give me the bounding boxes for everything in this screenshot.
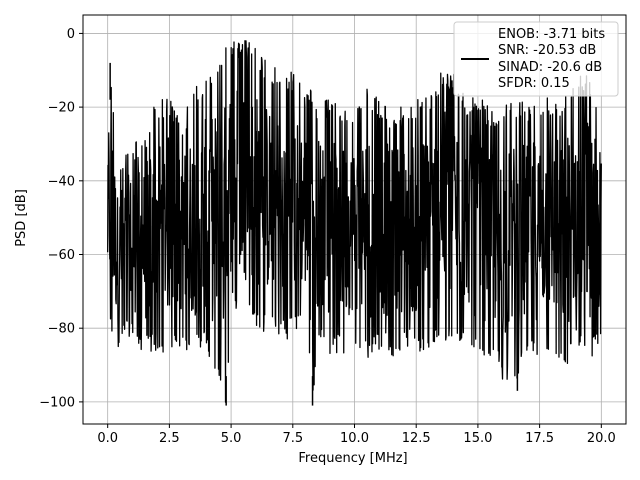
x-tick-label-6: 15.0: [463, 431, 492, 446]
y-tick-label-3: −60: [48, 248, 75, 263]
y-axis-label: PSD [dB]: [14, 189, 29, 247]
y-axis-ticks: 0 −20 −40 −60 −80 −100: [39, 27, 83, 410]
x-tick-label-1: 2.5: [159, 431, 180, 446]
x-tick-label-0: 0.0: [97, 431, 118, 446]
legend: ENOB: -3.71 bits SNR: -20.53 dB SINAD: -…: [453, 21, 619, 97]
legend-enob: ENOB: -3.71 bits: [498, 27, 605, 42]
x-tick-label-4: 10.0: [340, 431, 369, 446]
x-axis-label: Frequency [MHz]: [298, 451, 407, 466]
legend-box: [453, 21, 619, 97]
x-tick-label-2: 5.0: [221, 431, 242, 446]
y-tick-label-1: −20: [48, 101, 75, 116]
y-tick-label-4: −80: [48, 322, 75, 337]
x-tick-label-8: 20.0: [587, 431, 616, 446]
legend-sfdr: SFDR: 0.15: [498, 76, 570, 91]
legend-snr: SNR: -20.53 dB: [498, 43, 596, 58]
y-tick-label-2: −40: [48, 174, 75, 189]
x-tick-label-7: 17.5: [525, 431, 554, 446]
y-tick-label-0: 0: [67, 27, 75, 42]
psd-trace-0: [107, 40, 602, 403]
psd-series: [107, 40, 602, 406]
x-tick-label-3: 7.5: [282, 431, 303, 446]
x-axis-ticks: 0.0 2.5 5.0 7.5 10.0 12.5 15.0 17.5 20.0: [97, 424, 616, 446]
legend-sinad: SINAD: -20.6 dB: [498, 60, 602, 75]
y-tick-label-5: −100: [39, 395, 75, 410]
x-tick-label-5: 12.5: [402, 431, 431, 446]
